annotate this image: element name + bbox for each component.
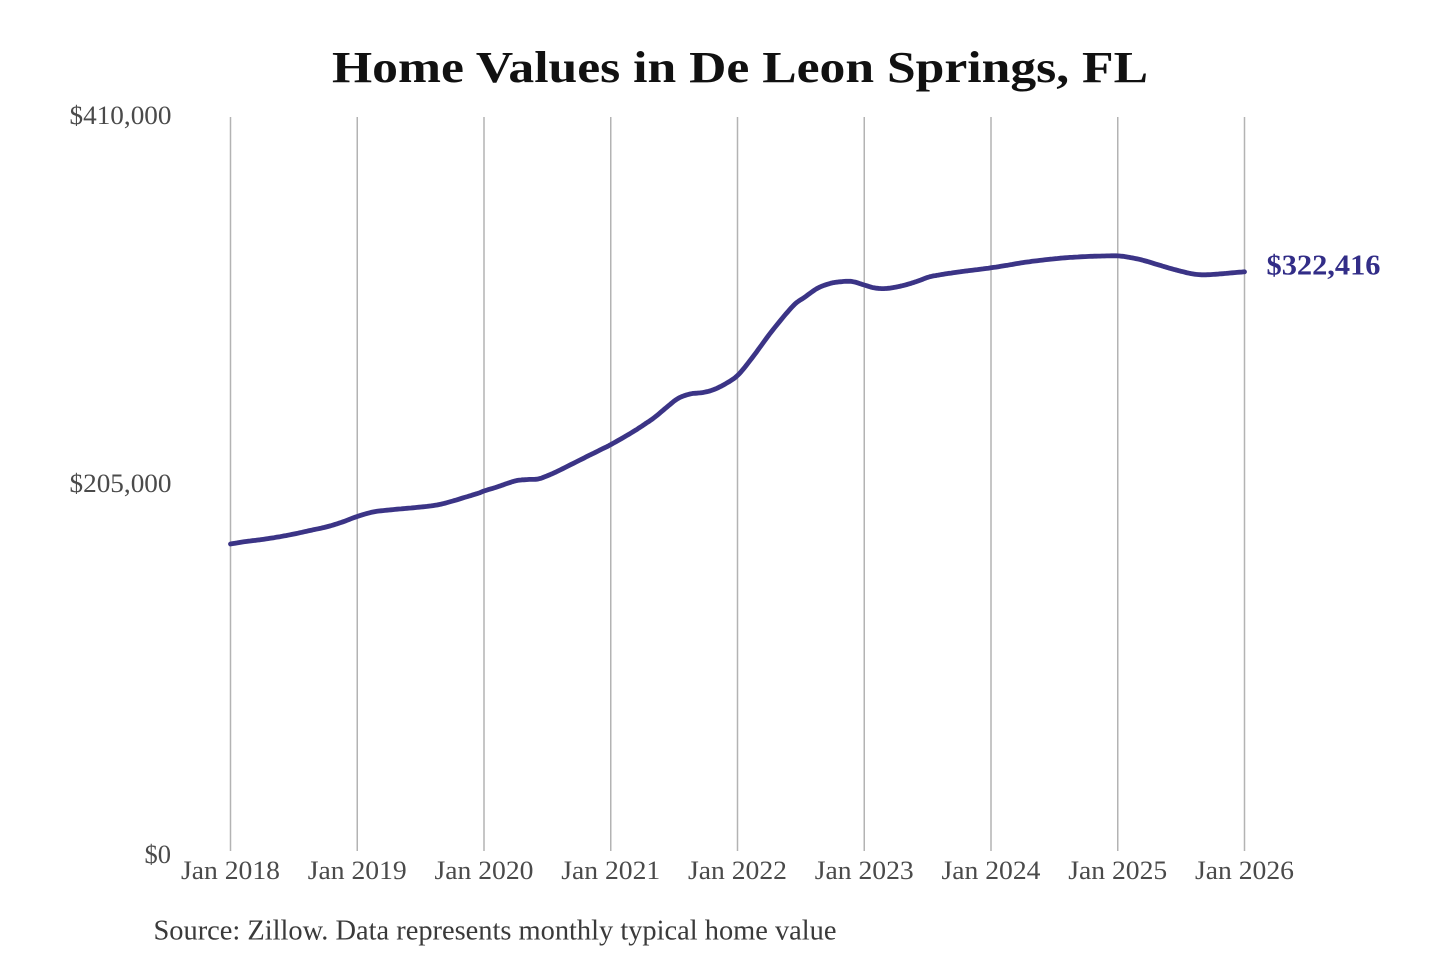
- svg-text:Jan 2024: Jan 2024: [942, 855, 1041, 885]
- svg-text:Jan 2022: Jan 2022: [688, 855, 787, 885]
- svg-text:$205,000: $205,000: [70, 468, 172, 498]
- svg-text:Jan 2018: Jan 2018: [181, 855, 280, 885]
- svg-text:Jan 2020: Jan 2020: [435, 855, 534, 885]
- svg-text:$0: $0: [145, 839, 172, 869]
- svg-text:Source: Zillow. Data represent: Source: Zillow. Data represents monthly …: [154, 916, 837, 947]
- svg-text:Jan 2026: Jan 2026: [1195, 855, 1294, 885]
- svg-text:Jan 2021: Jan 2021: [561, 855, 660, 885]
- svg-text:Jan 2019: Jan 2019: [308, 855, 407, 885]
- svg-text:$322,416: $322,416: [1267, 250, 1381, 282]
- svg-text:Home Values in De Leon Springs: Home Values in De Leon Springs, FL: [332, 43, 1148, 92]
- svg-text:Jan 2025: Jan 2025: [1068, 855, 1167, 885]
- svg-text:$410,000: $410,000: [70, 100, 172, 130]
- svg-text:Jan 2023: Jan 2023: [815, 855, 914, 885]
